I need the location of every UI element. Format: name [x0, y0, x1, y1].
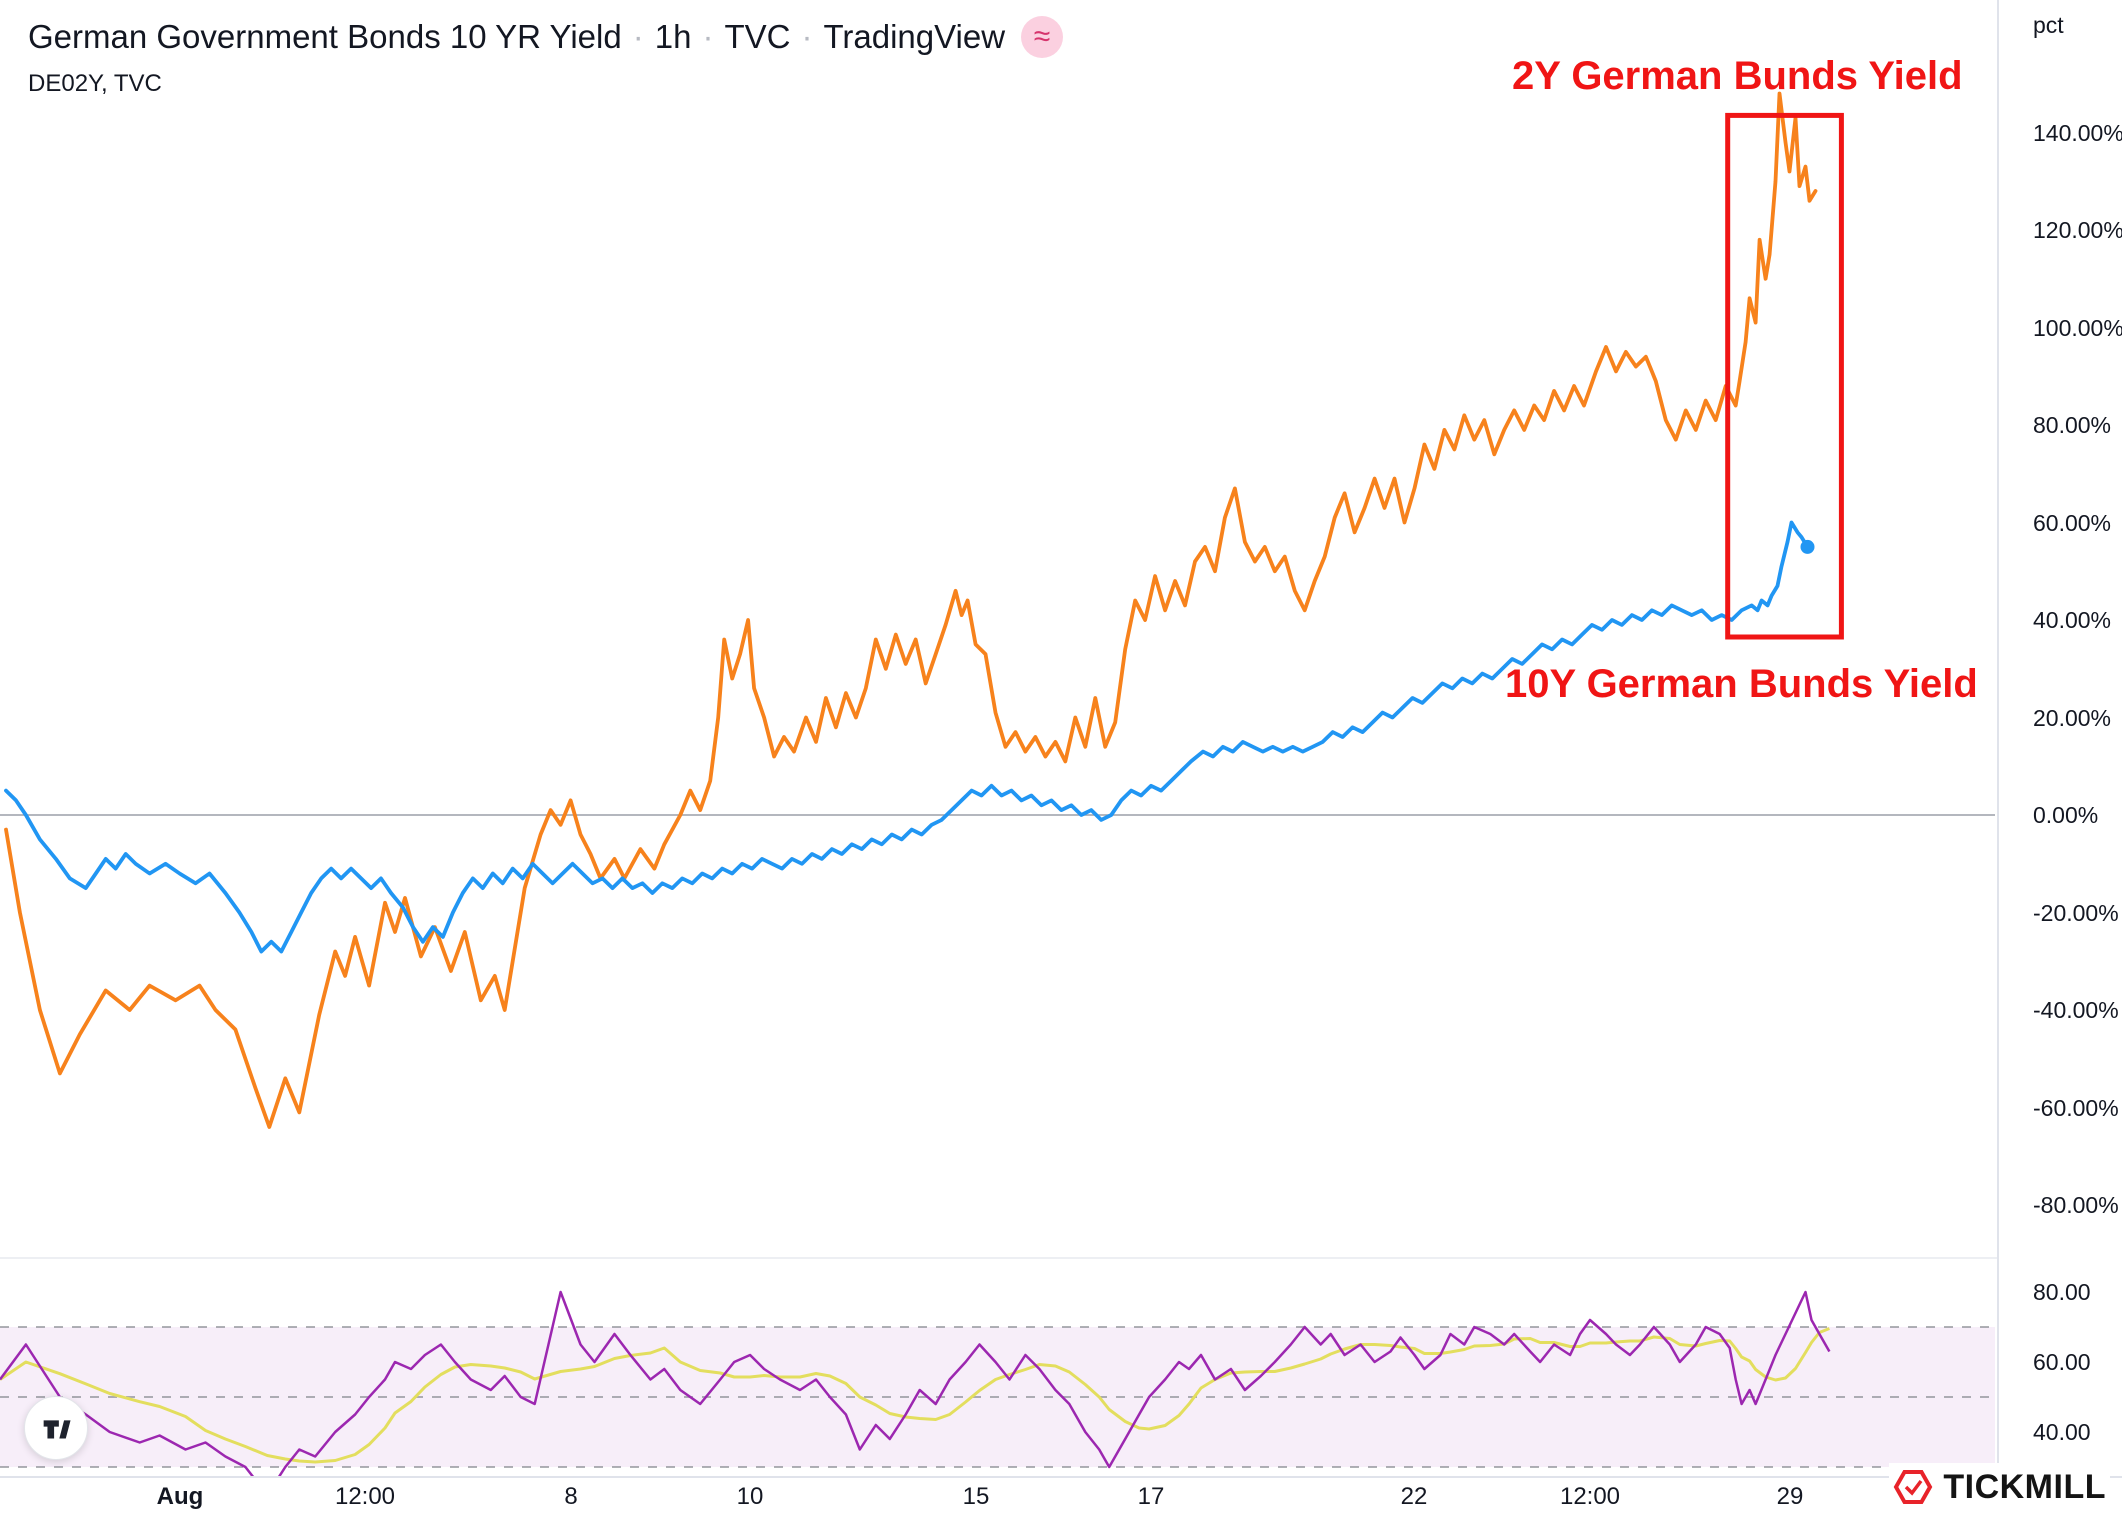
time-tick-label: 17 [1137, 1483, 1165, 1510]
price-tick-label: 140.00% [2033, 119, 2122, 146]
chart-legend[interactable]: German Government Bonds 10 YR Yield · 1h… [28, 16, 1064, 58]
time-tick-label: 12:00 [1559, 1483, 1621, 1510]
price-tick-label: 120.00% [2033, 217, 2122, 243]
annotation-2y-label[interactable]: 2Y German Bunds Yield [1512, 54, 1963, 98]
time-tick-label: Aug [156, 1483, 204, 1510]
platform-label: TradingView [823, 18, 1006, 55]
price-tick-label: -80.00% [2033, 1192, 2119, 1218]
price-tick-label: 20.00% [2033, 704, 2112, 731]
legend-separator: · [702, 18, 714, 55]
series-rsi-ma[interactable] [0, 1327, 1830, 1464]
oscillator-tick-label: 80.00 [2033, 1279, 2091, 1305]
legend-separator: · [801, 18, 813, 55]
tradingview-mark-icon [43, 1420, 71, 1439]
time-tick-label: 12:00 [334, 1483, 396, 1510]
time-tick-label: 22 [1400, 1483, 1428, 1510]
annotation-10y-label[interactable]: 10Y German Bunds Yield [1505, 662, 1978, 706]
time-tick-label: 8 [564, 1483, 578, 1510]
price-axis[interactable]: pct 140.00% 120.00% 100.00% 80.00% 60.00% 40.… [1997, 0, 2122, 1515]
tickmill-wordmark: TICKMILL [1943, 1467, 2106, 1506]
exchange-label: TVC [724, 18, 791, 55]
series-rsi[interactable] [0, 1290, 1831, 1476]
time-tick-label: 15 [962, 1483, 990, 1510]
legend-separator: · [632, 18, 644, 55]
price-tick-label: -20.00% [2033, 899, 2119, 926]
chart-plot-area[interactable] [0, 0, 1997, 1476]
oscillator-tick-label: 60.00 [2033, 1349, 2091, 1375]
approx-badge-icon: ≈ [1021, 16, 1064, 58]
axis-unit-label: pct [2033, 12, 2064, 38]
compare-symbol-label[interactable]: DE02Y, TVC [28, 70, 162, 97]
series-de02y[interactable] [4, 91, 1818, 1129]
oscillator-tick-label: 40.00 [2033, 1419, 2091, 1445]
tradingview-logo-button[interactable] [24, 1396, 88, 1460]
tickmill-hexagon-icon [1894, 1470, 1933, 1504]
price-tick-label: 60.00% [2033, 509, 2112, 536]
series-de10y[interactable] [4, 520, 1810, 954]
highlight-box[interactable] [1725, 112, 1844, 640]
series-de10y-end-dot [1800, 539, 1815, 554]
price-tick-label: 80.00% [2033, 412, 2112, 438]
price-tick-label: -40.00% [2033, 997, 2119, 1023]
price-tick-label: -60.00% [2033, 1094, 2119, 1121]
tickmill-watermark: TICKMILL [1889, 1463, 2110, 1511]
panel-divider[interactable] [0, 1257, 2122, 1259]
symbol-title[interactable]: German Government Bonds 10 YR Yield [28, 18, 622, 55]
price-tick-label: 0.00% [2033, 802, 2099, 828]
time-tick-label: 29 [1776, 1483, 1804, 1510]
interval-label[interactable]: 1h [654, 18, 692, 55]
price-tick-label: 100.00% [2033, 314, 2122, 341]
time-tick-label: 10 [736, 1483, 764, 1510]
price-tick-label: 40.00% [2033, 607, 2112, 633]
